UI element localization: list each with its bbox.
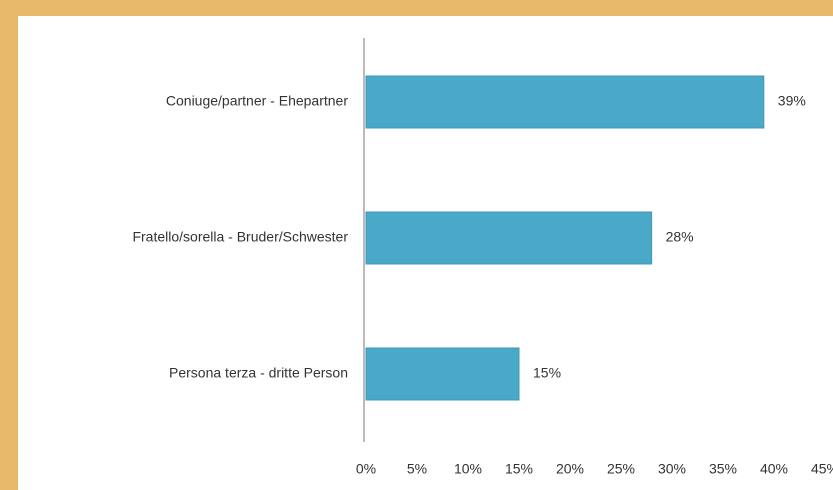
bar (365, 211, 653, 265)
x-tick-label: 20% (556, 461, 584, 477)
x-tick-label: 10% (454, 461, 482, 477)
y-tick-label: Persona terza - dritte Person (169, 365, 348, 381)
x-tick-label: 40% (760, 461, 788, 477)
y-tick-label: Fratello/sorella - Bruder/Schwester (132, 229, 348, 245)
y-tick-label: Coniuge/partner - Ehepartner (166, 93, 348, 109)
x-tick-label: 0% (356, 461, 376, 477)
x-tick-label: 30% (658, 461, 686, 477)
x-tick-label: 5% (407, 461, 427, 477)
value-label: 15% (533, 365, 561, 381)
value-label: 28% (666, 229, 694, 245)
x-tick-label: 45% (811, 461, 833, 477)
x-tick-label: 25% (607, 461, 635, 477)
x-tick-label: 15% (505, 461, 533, 477)
bar (365, 347, 520, 401)
bar (365, 75, 765, 129)
value-label: 39% (778, 93, 806, 109)
x-tick-label: 35% (709, 461, 737, 477)
